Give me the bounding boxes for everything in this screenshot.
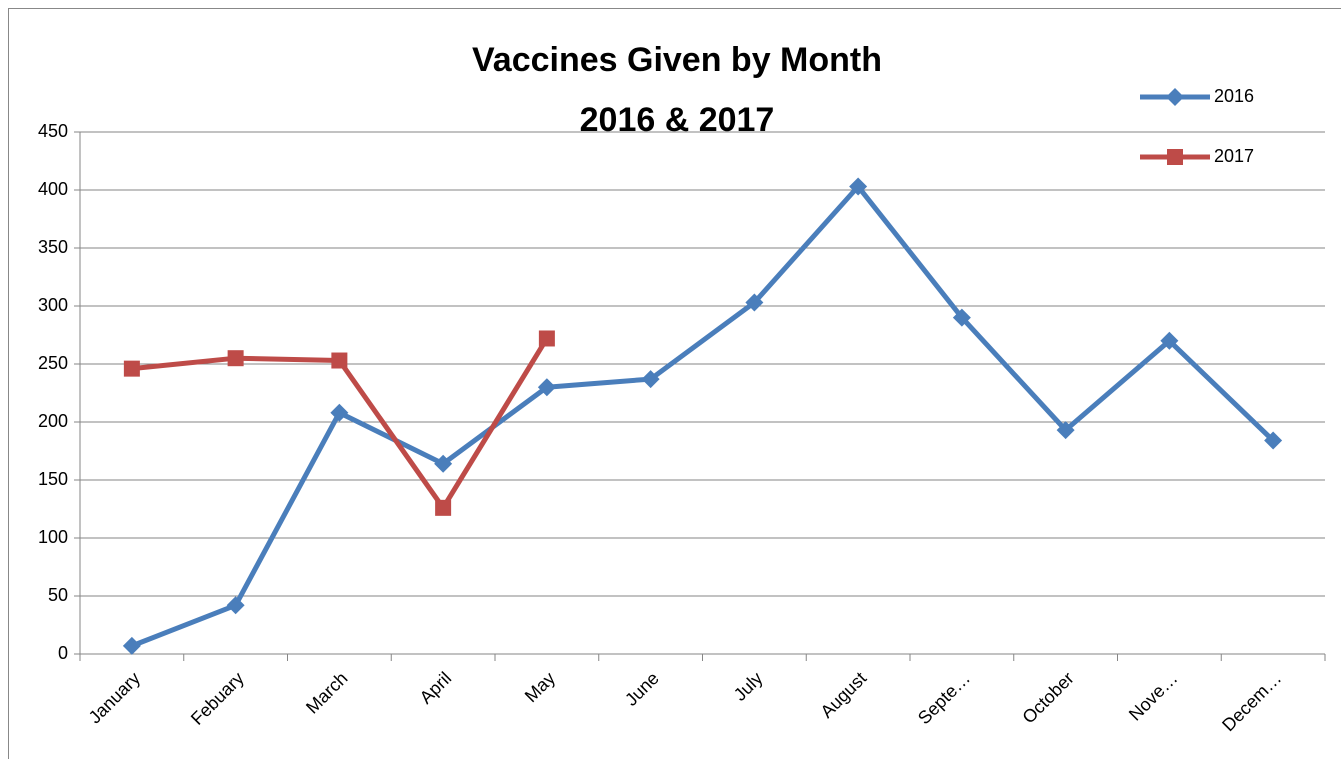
data-point [227, 350, 244, 367]
data-point [226, 596, 245, 615]
legend-label: 2016 [1214, 86, 1254, 106]
y-tick-label: 450 [38, 121, 68, 141]
data-point [123, 360, 140, 377]
legend-marker [1167, 149, 1183, 165]
data-point [122, 636, 141, 655]
y-tick-label: 200 [38, 411, 68, 431]
data-point [952, 308, 971, 327]
data-point [1264, 431, 1283, 450]
data-point [537, 378, 556, 397]
y-tick-label: 150 [38, 469, 68, 489]
legend-marker [1166, 88, 1184, 106]
y-tick-label: 50 [48, 585, 68, 605]
data-point [434, 454, 453, 473]
y-tick-label: 350 [38, 237, 68, 257]
data-point [849, 177, 868, 196]
chart-title: Vaccines Given by Month [472, 41, 882, 79]
series-line [130, 184, 1275, 649]
y-tick-label: 0 [58, 643, 68, 663]
data-point [641, 370, 660, 389]
data-point [1056, 421, 1075, 440]
data-point [1160, 331, 1179, 350]
data-point [745, 293, 764, 312]
data-point [331, 352, 348, 369]
chart-subtitle: 2016 & 2017 [580, 101, 775, 139]
data-point [538, 330, 555, 347]
data-point [435, 499, 452, 516]
legend-label: 2017 [1214, 146, 1254, 166]
y-tick-label: 250 [38, 353, 68, 373]
y-tick-label: 400 [38, 179, 68, 199]
data-point [330, 403, 349, 422]
y-tick-label: 100 [38, 527, 68, 547]
y-tick-label: 300 [38, 295, 68, 315]
